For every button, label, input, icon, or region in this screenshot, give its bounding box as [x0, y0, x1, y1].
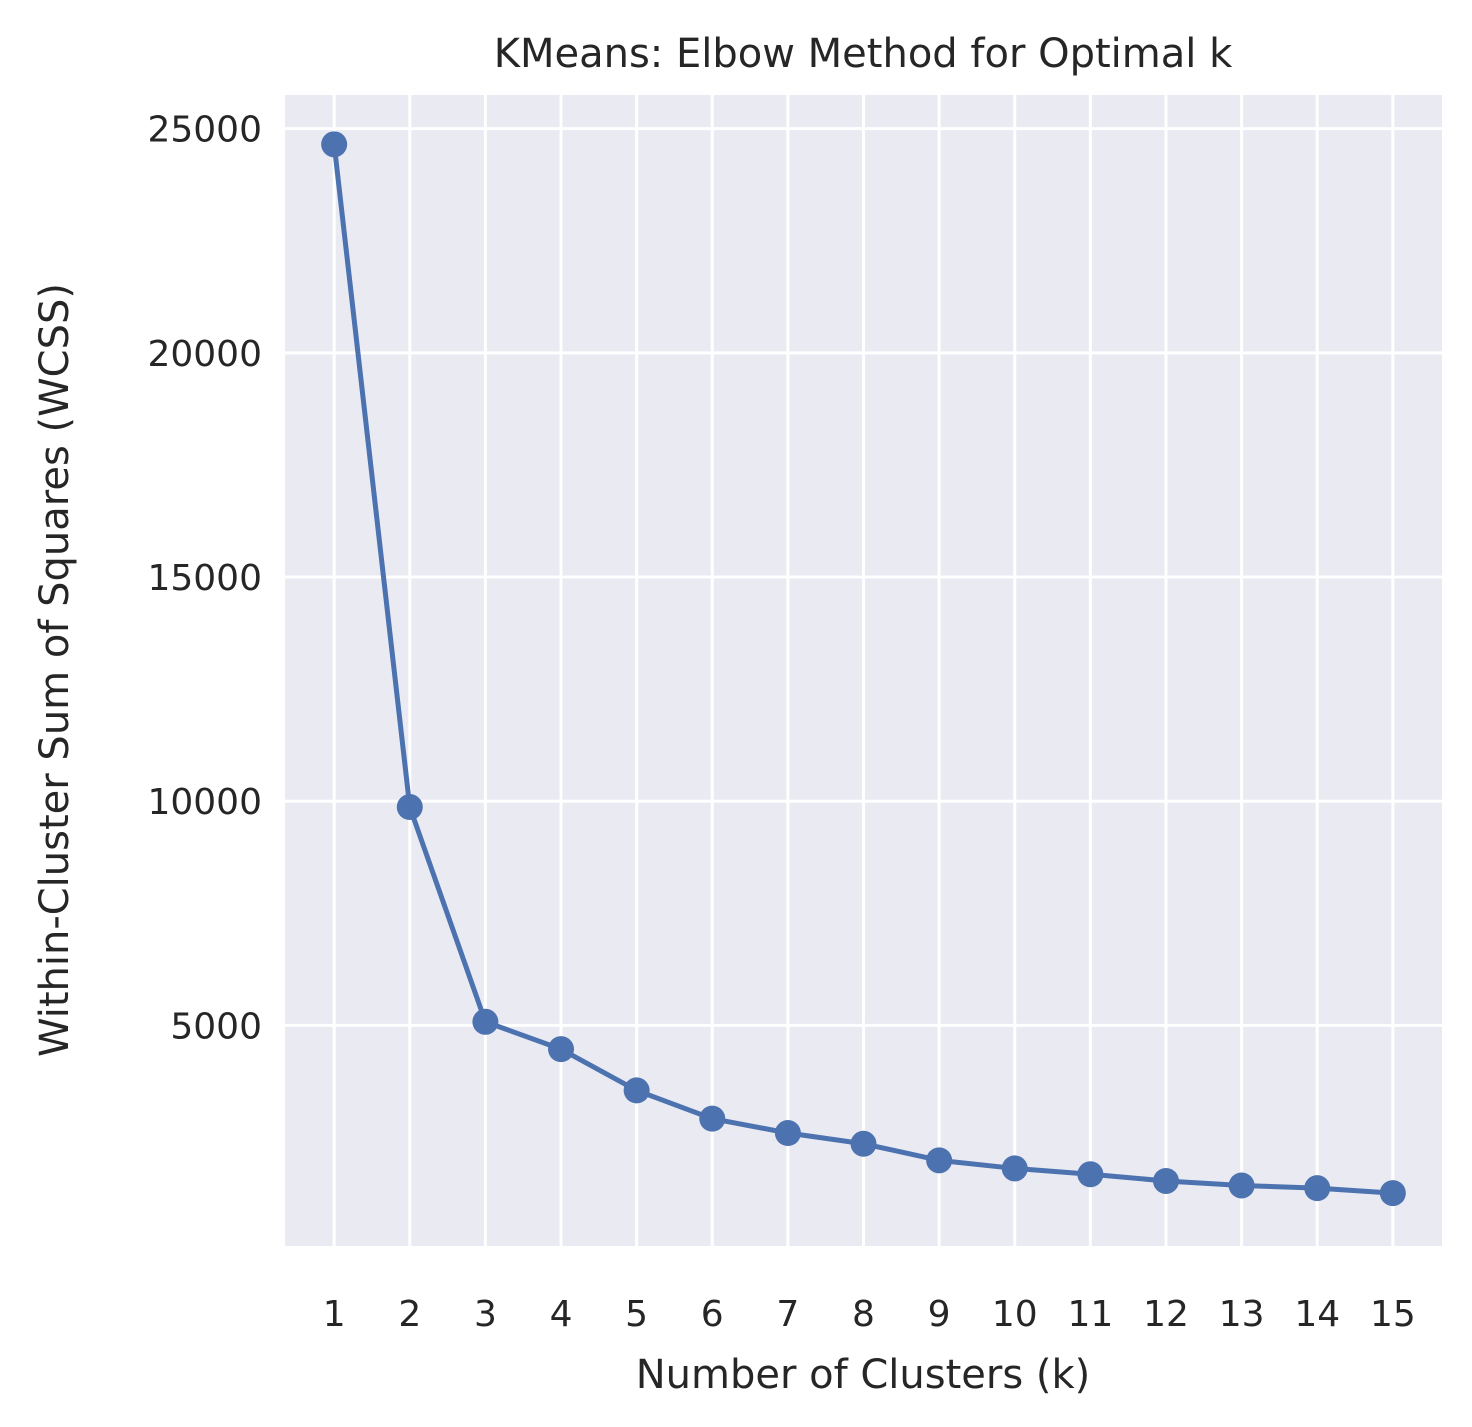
x-tick-labels: 1 2 3 4 5 6 7 8 9 10 11 12 13 14 15	[323, 1294, 1416, 1335]
x-tick-label: 3	[474, 1294, 497, 1335]
data-point	[623, 1077, 650, 1104]
x-tick-label: 12	[1143, 1294, 1189, 1335]
data-point	[396, 794, 423, 821]
x-tick-label: 10	[992, 1294, 1038, 1335]
x-gridlines	[332, 95, 1395, 1246]
chart-title: KMeans: Elbow Method for Optimal k	[494, 31, 1233, 77]
data-point	[1228, 1172, 1255, 1199]
x-tick-label: 14	[1294, 1294, 1340, 1335]
y-tick-label: 20000	[147, 334, 262, 375]
data-point	[850, 1130, 877, 1157]
x-tick-label: 15	[1370, 1294, 1416, 1335]
data-point	[1077, 1161, 1104, 1188]
data-point	[321, 131, 348, 158]
data-point	[548, 1036, 575, 1063]
x-tick-label: 8	[852, 1294, 875, 1335]
y-tick-labels: 5000 10000 15000 20000 25000	[147, 110, 262, 1048]
x-tick-label: 9	[928, 1294, 951, 1335]
y-tick-label: 10000	[147, 782, 262, 823]
data-point	[472, 1008, 499, 1035]
data-point	[1304, 1175, 1331, 1202]
x-tick-label: 13	[1219, 1294, 1265, 1335]
y-axis-label: Within-Cluster Sum of Squares (WCSS)	[32, 283, 78, 1057]
series-layer	[321, 131, 1406, 1207]
x-tick-label: 11	[1067, 1294, 1113, 1335]
data-point	[699, 1105, 726, 1132]
data-point	[774, 1120, 801, 1147]
data-point	[926, 1147, 953, 1174]
x-tick-label: 1	[323, 1294, 346, 1335]
x-tick-label: 5	[625, 1294, 648, 1335]
x-tick-label: 7	[776, 1294, 799, 1335]
data-point	[1001, 1155, 1028, 1182]
data-point	[1152, 1167, 1179, 1194]
y-tick-label: 25000	[147, 110, 262, 151]
y-tick-label: 5000	[170, 1006, 262, 1047]
x-axis-label: Number of Clusters (k)	[636, 1352, 1091, 1398]
data-point	[1379, 1180, 1406, 1207]
x-tick-label: 2	[398, 1294, 421, 1335]
x-tick-label: 4	[550, 1294, 573, 1335]
x-tick-label: 6	[701, 1294, 724, 1335]
y-tick-label: 15000	[147, 558, 262, 599]
